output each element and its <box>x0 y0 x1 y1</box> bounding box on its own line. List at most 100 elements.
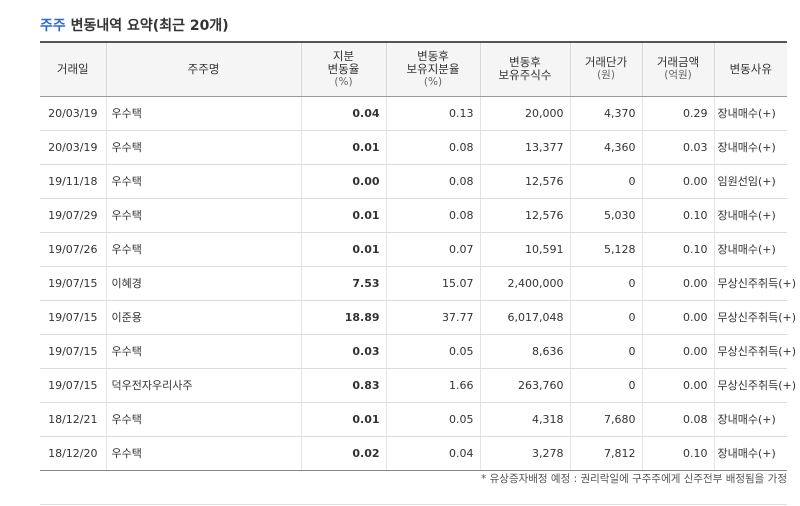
cell-amount: 0.03 <box>641 130 714 165</box>
cell-name: 우수택 <box>105 232 301 267</box>
column-header-unit: (억원) <box>664 69 692 82</box>
column-header-line: 지분 <box>332 48 355 63</box>
column-header-ratio: 변동후 보유지분율 (%) <box>385 41 480 97</box>
cell-price: 0 <box>569 300 642 335</box>
column-header-name: 주주명 <box>105 41 301 97</box>
cell-price: 4,360 <box>569 130 642 165</box>
table-row: 19/07/15 우수택 0.03 0.05 8,636 0 0.00 무상신주취득(+) <box>40 334 796 369</box>
cell-reason: 무상신주취득(+) <box>713 266 796 301</box>
cell-change: 0.01 <box>300 402 386 437</box>
table-row: 18/12/20 우수택 0.02 0.04 3,278 7,812 0.10 장내매수(+) <box>40 436 787 471</box>
cell-reason: 장내매수(+) <box>713 130 787 165</box>
cell-change: 0.02 <box>300 436 386 471</box>
shareholder-change-table: 거래일 주주명 지분 변동율 (%) 변동후 보유지분율 (%) 변동후 보유주식수 거래단가 (원)… <box>40 41 796 471</box>
cell-change: 0.83 <box>300 368 386 403</box>
cell-shares: 12,576 <box>479 198 570 233</box>
cell-shares: 13,377 <box>479 130 570 165</box>
title-suffix: (최근 20개) <box>152 18 229 34</box>
column-header-reason: 변동사유 <box>713 41 787 97</box>
cell-name: 우수택 <box>105 402 301 437</box>
table-row: 20/03/19 우수택 0.04 0.13 20,000 4,370 0.29 장내매수(+… <box>40 96 787 131</box>
cell-shares: 2,400,000 <box>479 266 570 301</box>
table-row: 20/03/19 우수택 0.01 0.08 13,377 4,360 0.03 장내매수(+… <box>40 130 787 165</box>
table-row: 19/07/15 덕우전자우리사주 0.83 1.66 263,760 0 0.00 무상신주… <box>40 368 796 403</box>
cell-ratio: 0.13 <box>385 96 480 131</box>
bottom-divider <box>40 504 787 505</box>
cell-ratio: 0.04 <box>385 436 480 471</box>
cell-price: 7,680 <box>569 402 642 437</box>
cell-name: 우수택 <box>105 164 301 199</box>
cell-ratio: 37.77 <box>385 300 480 335</box>
cell-date: 19/07/29 <box>40 198 106 233</box>
cell-change: 0.01 <box>300 232 386 267</box>
column-header-change: 지분 변동율 (%) <box>300 41 386 97</box>
cell-price: 0 <box>569 334 642 369</box>
cell-date: 18/12/21 <box>40 402 106 437</box>
cell-name: 우수택 <box>105 334 301 369</box>
cell-name: 우수택 <box>105 436 301 471</box>
column-header-line: 변동후 <box>417 48 449 63</box>
table-row: 19/07/29 우수택 0.01 0.08 12,576 5,030 0.10 장내매수(+… <box>40 198 787 233</box>
cell-reason: 임원선임(+) <box>713 164 787 199</box>
cell-name: 덕우전자우리사주 <box>105 368 301 403</box>
cell-amount: 0.10 <box>641 436 714 471</box>
cell-date: 18/12/20 <box>40 436 106 471</box>
cell-name: 이혜경 <box>105 266 301 301</box>
column-header-line: 변동사유 <box>729 61 772 76</box>
table-row: 19/07/15 이혜경 7.53 15.07 2,400,000 0 0.00 무상신주취득… <box>40 266 796 301</box>
title-highlight: 주주 <box>40 18 66 34</box>
cell-ratio: 0.08 <box>385 164 480 199</box>
cell-change: 0.01 <box>300 198 386 233</box>
cell-ratio: 0.05 <box>385 334 480 369</box>
table-body: 20/03/19 우수택 0.04 0.13 20,000 4,370 0.29 장내매수(+… <box>40 96 796 471</box>
cell-amount: 0.29 <box>641 96 714 131</box>
cell-price: 0 <box>569 266 642 301</box>
cell-ratio: 15.07 <box>385 266 480 301</box>
cell-shares: 20,000 <box>479 96 570 131</box>
cell-reason: 무상신주취득(+) <box>713 334 796 369</box>
cell-change: 0.03 <box>300 334 386 369</box>
footnote: * 유상증자배정 예정 : 권리락일에 구주주에게 신주전부 배정됨을 가정 <box>481 473 787 485</box>
cell-amount: 0.00 <box>641 300 714 335</box>
table-row: 19/07/26 우수택 0.01 0.07 10,591 5,128 0.10 장내매수(+… <box>40 232 787 267</box>
cell-date: 20/03/19 <box>40 130 106 165</box>
cell-reason: 장내매수(+) <box>713 198 787 233</box>
column-header-line: 변동율 <box>327 61 360 76</box>
column-header-unit: (원) <box>597 69 615 82</box>
column-header-line: 보유주식수 <box>498 68 552 83</box>
cell-reason: 장내매수(+) <box>713 402 787 437</box>
cell-date: 20/03/19 <box>40 96 106 131</box>
cell-price: 5,128 <box>569 232 642 267</box>
cell-shares: 6,017,048 <box>479 300 570 335</box>
table-row: 19/11/18 우수택 0.00 0.08 12,576 0 0.00 임원선임(+) <box>40 164 787 199</box>
table-row: 18/12/21 우수택 0.01 0.05 4,318 7,680 0.08 장내매수(+) <box>40 402 787 437</box>
cell-shares: 12,576 <box>479 164 570 199</box>
cell-ratio: 1.66 <box>385 368 480 403</box>
cell-price: 4,370 <box>569 96 642 131</box>
cell-shares: 8,636 <box>479 334 570 369</box>
cell-price: 0 <box>569 164 642 199</box>
cell-date: 19/07/15 <box>40 334 106 369</box>
column-header-line: 주주명 <box>187 61 220 76</box>
cell-date: 19/07/15 <box>40 368 106 403</box>
column-header-line: 거래일 <box>56 61 89 76</box>
cell-amount: 0.00 <box>641 164 714 199</box>
cell-ratio: 0.08 <box>385 198 480 233</box>
cell-date: 19/07/26 <box>40 232 106 267</box>
cell-date: 19/11/18 <box>40 164 106 199</box>
column-header-amount: 거래금액 (억원) <box>641 41 714 97</box>
column-header-line: 거래단가 <box>584 55 628 70</box>
column-header-line: 변동후 <box>509 55 541 70</box>
section-title: 주주 변동내역 요약(최근 20개) <box>40 15 229 35</box>
cell-change: 0.01 <box>300 130 386 165</box>
cell-amount: 0.10 <box>641 232 714 267</box>
cell-reason: 무상신주취득(+) <box>713 300 796 335</box>
column-header-shares: 변동후 보유주식수 <box>479 41 570 97</box>
cell-price: 5,030 <box>569 198 642 233</box>
cell-change: 0.04 <box>300 96 386 131</box>
cell-reason: 무상신주취득(+) <box>713 368 796 403</box>
cell-price: 7,812 <box>569 436 642 471</box>
column-header-unit: (%) <box>334 75 353 88</box>
cell-reason: 장내매수(+) <box>713 96 787 131</box>
cell-name: 이준용 <box>105 300 301 335</box>
